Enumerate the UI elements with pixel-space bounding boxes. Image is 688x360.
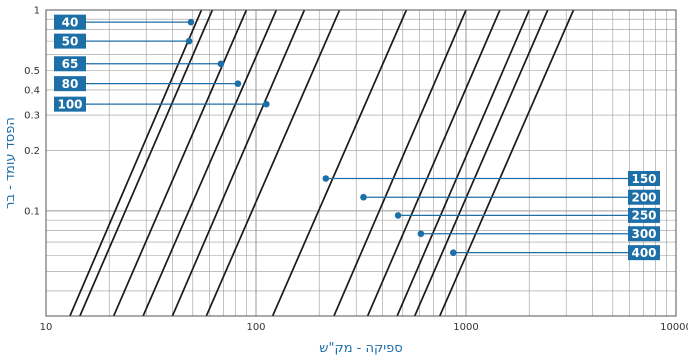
marker-label: 300	[631, 227, 656, 241]
flow-curve-6	[205, 10, 341, 316]
y-tick-label: 0.1	[24, 206, 40, 217]
flow-curve-7	[271, 10, 408, 316]
marker-50: 50	[54, 33, 193, 49]
marker-tag	[628, 189, 660, 205]
marker-label: 400	[631, 246, 656, 260]
flow-curve-2	[79, 10, 214, 316]
flow-curve-4	[142, 10, 278, 316]
marker-dot	[417, 230, 425, 238]
x-tick-label: 10000	[660, 322, 688, 333]
marker-400: 400	[449, 245, 660, 261]
grid	[46, 10, 676, 316]
marker-dot	[263, 100, 270, 108]
diameter-markers: 40 50 65 80 100 150 200 250 300 400	[54, 14, 660, 261]
marker-100: 100	[54, 96, 270, 112]
marker-300: 300	[417, 226, 660, 242]
flow-curve-9	[366, 10, 501, 316]
marker-dot	[360, 193, 367, 201]
marker-40: 40	[54, 14, 195, 30]
marker-label: 150	[631, 172, 656, 186]
plot-frame	[45, 9, 677, 317]
flow-curve-8	[333, 10, 467, 316]
x-tick-labels: 10 100 1000 10000	[40, 322, 688, 333]
marker-65: 65	[54, 56, 225, 72]
marker-label: 50	[62, 34, 79, 48]
marker-dot	[185, 37, 193, 45]
marker-dot	[234, 80, 242, 87]
marker-250: 250	[394, 207, 660, 223]
marker-80: 80	[54, 76, 242, 92]
flow-curve-12	[438, 10, 575, 316]
marker-label: 250	[631, 209, 656, 223]
flow-curve-3	[112, 10, 248, 316]
marker-150: 150	[322, 171, 660, 187]
flow-curve-10	[396, 10, 530, 316]
marker-label: 40	[62, 15, 79, 29]
flow-curve-11	[413, 10, 549, 316]
marker-dot	[449, 249, 457, 256]
marker-dot	[187, 18, 195, 26]
marker-tag	[628, 207, 660, 223]
marker-tag	[628, 245, 660, 261]
marker-dot	[394, 212, 402, 219]
marker-tag	[54, 33, 86, 49]
y-tick-label: 1	[34, 6, 40, 17]
y-axis-title: הפסד עומד - בר	[3, 117, 18, 209]
marker-tag	[628, 171, 660, 187]
x-tick-label: 100	[246, 322, 265, 333]
marker-tag	[54, 14, 86, 30]
marker-label: 65	[62, 57, 79, 71]
marker-tag	[54, 96, 86, 112]
marker-dot	[322, 175, 330, 182]
flow-curves	[69, 10, 575, 316]
marker-label: 100	[57, 97, 82, 111]
marker-200: 200	[360, 189, 660, 205]
x-axis-title: ספיקה - מק"ש	[319, 341, 402, 356]
y-tick-label: 0.4	[24, 85, 40, 96]
marker-tag	[54, 56, 86, 72]
y-tick-label: 0.2	[24, 146, 40, 157]
flow-curve-5	[171, 10, 306, 316]
y-tick-labels: 1 0.5 0.4 0.3 0.2 0.1	[24, 6, 40, 218]
y-tick-label: 0.3	[24, 111, 40, 122]
marker-label: 200	[631, 191, 656, 205]
marker-tag	[628, 226, 660, 242]
x-tick-label: 10	[40, 322, 53, 333]
y-tick-label: 0.5	[24, 66, 40, 77]
marker-label: 80	[62, 77, 79, 91]
flow-curve-1	[69, 10, 203, 316]
marker-dot	[217, 60, 225, 68]
marker-tag	[54, 76, 86, 92]
x-tick-label: 1000	[453, 322, 478, 333]
